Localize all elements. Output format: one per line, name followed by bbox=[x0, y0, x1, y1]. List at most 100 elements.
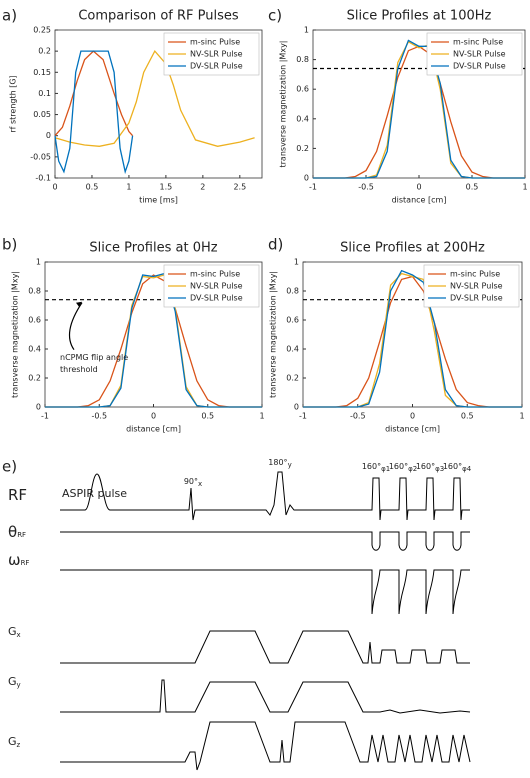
pulse-label: 160°φ3 bbox=[416, 462, 444, 474]
pulse-label-main: ASPIR pulse bbox=[62, 487, 127, 500]
pulse-label: 160°φ2 bbox=[389, 462, 417, 474]
x-tick-label: -0.5 bbox=[91, 412, 107, 421]
row-label-main: RF bbox=[8, 486, 27, 504]
pulse-label: 160°φ4 bbox=[443, 462, 472, 474]
y-tick-label: 0.2 bbox=[296, 144, 309, 153]
y-tick-label: 0 bbox=[36, 403, 41, 412]
panel-label: d) bbox=[268, 236, 283, 254]
row-label-main: G bbox=[8, 625, 17, 638]
row-label-main: θ bbox=[8, 523, 17, 541]
x-tick-label: -0.5 bbox=[350, 412, 366, 421]
y-tick-label: 0.2 bbox=[286, 374, 299, 383]
series-line bbox=[303, 269, 522, 408]
series-line bbox=[313, 39, 525, 179]
y-tick-label: 0.4 bbox=[286, 345, 299, 354]
y-tick-label: 0 bbox=[46, 131, 51, 140]
series-line bbox=[54, 50, 134, 175]
legend-label: m-sinc Pulse bbox=[453, 38, 503, 47]
x-tick-label: 2 bbox=[200, 183, 205, 192]
y-tick-label: 0.4 bbox=[296, 114, 309, 123]
chart-title: Slice Profiles at 100Hz bbox=[347, 9, 492, 24]
panel-label: a) bbox=[2, 7, 17, 25]
row-label: Gz bbox=[8, 735, 21, 749]
x-axis-label: distance [cm] bbox=[392, 196, 447, 205]
legend-label: NV-SLR Pulse bbox=[190, 50, 243, 59]
chart-title: Slice Profiles at 200Hz bbox=[340, 241, 485, 256]
gy-waveform bbox=[60, 679, 471, 714]
series-line bbox=[45, 272, 262, 408]
theta-waveform bbox=[60, 531, 470, 551]
row-label-main: G bbox=[8, 735, 17, 748]
y-tick-label: 0.6 bbox=[28, 316, 41, 325]
pulse-label-sub: φ3 bbox=[435, 465, 444, 473]
chart-title: Comparison of RF Pulses bbox=[78, 9, 239, 24]
row-label-sub: x bbox=[17, 631, 21, 639]
y-tick-label: 0.25 bbox=[33, 26, 51, 35]
x-tick-label: 0 bbox=[410, 412, 415, 421]
row-label-sub: z bbox=[17, 741, 21, 749]
x-tick-label: 1 bbox=[126, 183, 131, 192]
row-label: ωRF bbox=[8, 551, 29, 569]
x-tick-label: 0.5 bbox=[201, 412, 214, 421]
pulse-label-sub: y bbox=[288, 461, 292, 469]
x-tick-label: 0.5 bbox=[466, 183, 479, 192]
x-tick-label: 0.5 bbox=[86, 183, 99, 192]
y-tick-label: 0.8 bbox=[28, 287, 41, 296]
legend-label: DV-SLR Pulse bbox=[453, 62, 506, 71]
pulse-label-main: 160° bbox=[389, 462, 408, 471]
y-tick-label: 0.1 bbox=[38, 89, 51, 98]
x-tick-label: 1 bbox=[522, 183, 527, 192]
x-tick-label: 1 bbox=[519, 412, 524, 421]
x-tick-label: 1.5 bbox=[160, 183, 173, 192]
pulse-label-main: 90° bbox=[184, 477, 198, 486]
legend-label: m-sinc Pulse bbox=[190, 38, 240, 47]
series-line bbox=[54, 49, 255, 147]
pulse-label-sub: φ1 bbox=[381, 465, 390, 473]
row-label-main: G bbox=[8, 675, 17, 688]
chart-title: Slice Profiles at 0Hz bbox=[89, 241, 217, 256]
x-tick-label: 0 bbox=[151, 412, 156, 421]
panel-label: c) bbox=[268, 7, 282, 25]
annotation-arrowhead bbox=[76, 301, 82, 307]
x-axis-label: distance [cm] bbox=[126, 425, 181, 434]
gz-waveform bbox=[60, 721, 471, 771]
y-tick-label: 0.05 bbox=[33, 110, 51, 119]
pulse-label: 180°y bbox=[268, 458, 291, 470]
panel-label: e) bbox=[2, 458, 17, 476]
x-tick-label: -1 bbox=[41, 412, 49, 421]
legend-label: m-sinc Pulse bbox=[190, 270, 240, 279]
y-tick-label: -0.05 bbox=[30, 152, 51, 161]
annotation: nCPMG flip angle bbox=[60, 353, 128, 362]
y-tick-label: 0.8 bbox=[296, 55, 309, 64]
x-tick-label: 2.5 bbox=[233, 183, 246, 192]
y-tick-label: 0.2 bbox=[38, 47, 51, 56]
row-label: RF bbox=[8, 486, 27, 504]
pulse-label: ASPIR pulse bbox=[62, 487, 127, 500]
rf-waveform bbox=[60, 471, 470, 521]
legend-label: DV-SLR Pulse bbox=[450, 294, 503, 303]
y-tick-label: 1 bbox=[304, 26, 309, 35]
row-label-main: ω bbox=[8, 551, 21, 569]
row-label-sub: y bbox=[17, 681, 21, 689]
y-tick-label: -0.1 bbox=[35, 174, 51, 183]
x-tick-label: -1 bbox=[309, 183, 317, 192]
omega-waveform bbox=[60, 569, 470, 615]
pulse-label-main: 160° bbox=[416, 462, 435, 471]
x-tick-label: 0 bbox=[416, 183, 421, 192]
legend-label: DV-SLR Pulse bbox=[190, 294, 243, 303]
x-tick-label: -1 bbox=[299, 412, 307, 421]
y-axis-label: transverse magnetization |Mxy| bbox=[269, 271, 278, 398]
pulse-label-sub: φ2 bbox=[408, 465, 417, 473]
y-axis-label: rf strength [G] bbox=[9, 75, 18, 132]
x-axis-label: distance [cm] bbox=[385, 425, 440, 434]
row-label: Gy bbox=[8, 675, 21, 689]
pulse-label-sub: x bbox=[198, 480, 202, 488]
y-axis-label: transverse magnetization |Mxy| bbox=[11, 271, 20, 398]
pulse-label: 160°φ1 bbox=[362, 462, 390, 474]
annotation: threshold bbox=[60, 365, 98, 374]
pulse-label-main: 180° bbox=[268, 458, 287, 467]
y-tick-label: 0.6 bbox=[296, 85, 309, 94]
y-tick-label: 0 bbox=[304, 174, 309, 183]
pulse-label-main: 160° bbox=[362, 462, 381, 471]
